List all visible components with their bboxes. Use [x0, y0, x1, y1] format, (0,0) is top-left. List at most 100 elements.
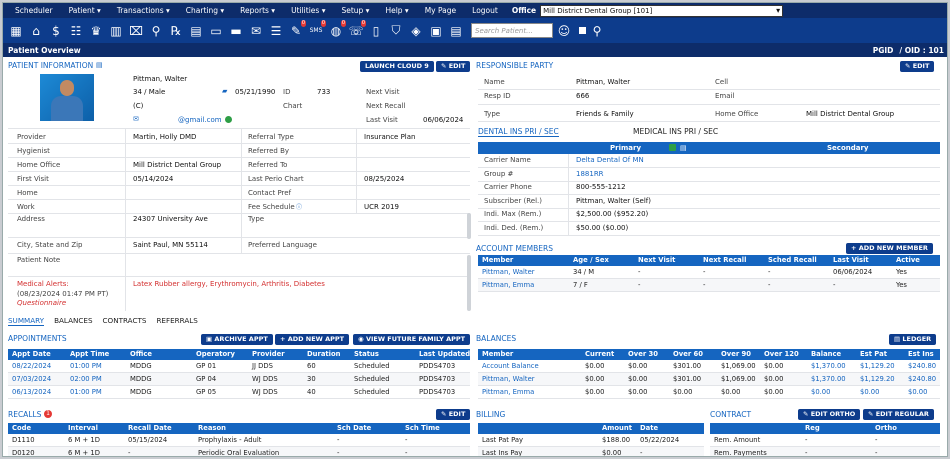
home-icon[interactable]: ⌂ [32, 23, 40, 38]
clipboard-icon[interactable]: ▣ [430, 23, 442, 38]
office-select[interactable]: Mill District Dental Group [101] [540, 4, 784, 17]
patient-scrollbar[interactable] [467, 213, 471, 239]
ledger-button[interactable]: ▤ LEDGER [889, 334, 937, 345]
tooth-icon[interactable]: ♛ [90, 23, 102, 38]
add-appt-button[interactable]: + ADD NEW APPT [275, 334, 350, 345]
launch-cloud-button[interactable]: LAUNCH CLOUD 9 [360, 61, 434, 72]
table-row[interactable]: 07/03/2024 02:00 PM MDDG GP 04 WJ DDS 30 Sched… [8, 373, 470, 386]
table-cell[interactable]: 08/22/2024 [12, 362, 52, 370]
sms-icon[interactable]: SMS 0 [309, 20, 326, 34]
table-row[interactable]: Pittman, Emma 7 / F - - - - Yes [478, 279, 940, 292]
calendar-icon[interactable]: ▦ [10, 23, 22, 38]
table-cell[interactable]: 01:00 PM [70, 388, 102, 396]
table-cell[interactable]: $1,129.20 [860, 375, 895, 383]
search-patient-input[interactable]: Search Patient... [471, 23, 553, 38]
insurance-doc-icon[interactable]: ▤ [680, 144, 687, 152]
shield-icon[interactable]: ⛉ [391, 23, 401, 37]
table-cell[interactable]: $240.80 [908, 375, 937, 383]
notes-icon[interactable]: ▤ [96, 61, 103, 69]
list-icon[interactable]: ☰ [270, 23, 282, 38]
patient-email[interactable]: @gmail.com [178, 116, 222, 124]
tab-medical-insurance[interactable]: MEDICAL INS PRI / SEC [633, 127, 719, 136]
insurance-value[interactable]: 1881RR [576, 169, 604, 178]
report-icon[interactable]: ▤ [450, 23, 462, 38]
table-cell[interactable]: 07/03/2024 [12, 375, 52, 383]
calculator-icon[interactable]: ▤ [190, 23, 202, 38]
dollar-icon[interactable]: $ [52, 23, 60, 38]
mail-icon[interactable]: ✉ [250, 23, 262, 38]
table-row[interactable]: D1110 6 M + 1D 05/15/2024 Prophylaxis - Adu… [8, 434, 470, 447]
prescription-icon[interactable]: ℞ [170, 23, 182, 38]
table-cell[interactable]: $0.00 [908, 388, 928, 396]
menu-logout[interactable]: Logout [472, 6, 498, 15]
table-cell[interactable]: Pittman, Emma [482, 388, 535, 396]
table-row[interactable]: Pittman, Walter $0.00 $0.00 $301.00 $1,069.0… [478, 373, 940, 386]
table-row[interactable]: Last Pat Pay $188.00 05/22/2024 [478, 434, 704, 447]
table-cell[interactable]: $0.00 [811, 388, 831, 396]
menu-reports[interactable]: Reports ▾ [240, 6, 276, 15]
contacts-icon[interactable]: ☷ [70, 23, 82, 38]
magnify-icon[interactable]: ⚲ [592, 23, 602, 38]
edit-regular-button[interactable]: ✎ EDIT REGULAR [863, 409, 934, 420]
table-row[interactable]: Rem. Payments - - [710, 447, 940, 456]
table-row[interactable]: Pittman, Walter 34 / M - - - 06/06/2024 Yes [478, 266, 940, 279]
message-icon[interactable]: ✎ 0 [290, 20, 306, 38]
menu-transactions[interactable]: Transactions ▾ [116, 6, 170, 15]
search-option-checkbox[interactable] [579, 27, 586, 34]
table-cell[interactable]: Pittman, Emma [482, 281, 535, 289]
table-cell[interactable]: $0.00 [860, 388, 880, 396]
table-cell: D1110 [12, 436, 35, 444]
table-row[interactable]: Account Balance $0.00 $0.00 $301.00 $1,069.0… [478, 360, 940, 373]
table-row[interactable]: Rem. Amount - - [710, 434, 940, 447]
table-cell[interactable]: 01:00 PM [70, 362, 102, 370]
insurance-value[interactable]: Delta Dental Of MN [576, 156, 644, 164]
menu-setup[interactable]: Setup ▾ [341, 6, 370, 15]
archive-appt-button[interactable]: ▣ ARCHIVE APPT [201, 334, 273, 345]
responsible-edit-button[interactable]: ✎ EDIT [900, 61, 935, 72]
add-member-button[interactable]: + ADD NEW MEMBER [846, 243, 933, 254]
patient-note-scrollbar[interactable] [467, 255, 471, 311]
menu-help[interactable]: Help ▾ [385, 6, 409, 15]
table-row[interactable]: 08/22/2024 01:00 PM MDDG GP 01 JJ DDS 60 Sched… [8, 360, 470, 373]
edit-ortho-button[interactable]: ✎ EDIT ORTHO [798, 409, 861, 420]
table-cell[interactable]: $1,370.00 [811, 362, 846, 370]
insurance-divider [478, 194, 940, 195]
document-icon[interactable]: ▭ [210, 23, 222, 38]
table-cell[interactable]: Pittman, Walter [482, 268, 535, 276]
tab-dental-insurance[interactable]: DENTAL INS PRI / SEC [478, 127, 559, 137]
table-row[interactable]: 06/13/2024 01:00 PM MDDG GP 05 WJ DDS 40 Sched… [8, 386, 470, 399]
chart-icon[interactable]: ▥ [110, 23, 122, 38]
menu-my-page[interactable]: My Page [424, 6, 457, 15]
tab-referrals[interactable]: REFERRALS [156, 316, 198, 325]
tab-contracts[interactable]: CONTRACTS [102, 316, 147, 325]
patient-search-icon[interactable]: ⚲ [151, 23, 161, 38]
menu-utilities[interactable]: Utilities ▾ [291, 6, 326, 15]
table-row[interactable]: Pittman, Emma $0.00 $0.00 $0.00 $0.00 $0.00 $0… [478, 386, 940, 399]
tag-icon[interactable]: ◈ [411, 23, 421, 38]
menu-patient[interactable]: Patient ▾ [68, 6, 101, 15]
menu-charting[interactable]: Charting ▾ [185, 6, 225, 15]
info-icon[interactable]: ⓘ [296, 204, 303, 211]
table-cell[interactable]: $1,129.20 [860, 362, 895, 370]
recalls-edit-button[interactable]: ✎ EDIT [436, 409, 471, 420]
id-card-icon[interactable]: ▬ [230, 23, 242, 38]
table-cell[interactable]: $240.80 [908, 362, 937, 370]
table-row[interactable]: Last Ins Pay $0.00 - [478, 447, 704, 456]
patient-edit-button[interactable]: ✎ EDIT [436, 61, 471, 72]
tab-summary[interactable]: SUMMARY [8, 316, 45, 326]
tax-icon[interactable]: ⌧ [129, 23, 143, 38]
table-cell[interactable]: 02:00 PM [70, 375, 102, 383]
support-icon[interactable]: ☏ 0 [348, 20, 366, 38]
questionnaire-link[interactable]: Questionnaire [17, 299, 67, 307]
table-row[interactable]: D0120 6 M + 1D - Periodic Oral Evaluation - - [8, 447, 470, 456]
table-cell[interactable]: $1,370.00 [811, 375, 846, 383]
table-cell[interactable]: 06/13/2024 [12, 388, 52, 396]
menu-scheduler[interactable]: Scheduler [15, 6, 53, 15]
table-cell[interactable]: Account Balance [482, 362, 539, 370]
note-icon[interactable]: ▯ [372, 23, 380, 38]
table-cell[interactable]: Pittman, Walter [482, 375, 535, 383]
globe-icon[interactable]: ◍ 0 [330, 20, 346, 38]
tab-balances[interactable]: BALANCES [54, 316, 93, 325]
patient-lookup-icon[interactable]: ☺ [557, 23, 571, 38]
future-appt-button[interactable]: ◉ VIEW FUTURE FAMILY APPT [353, 334, 471, 345]
